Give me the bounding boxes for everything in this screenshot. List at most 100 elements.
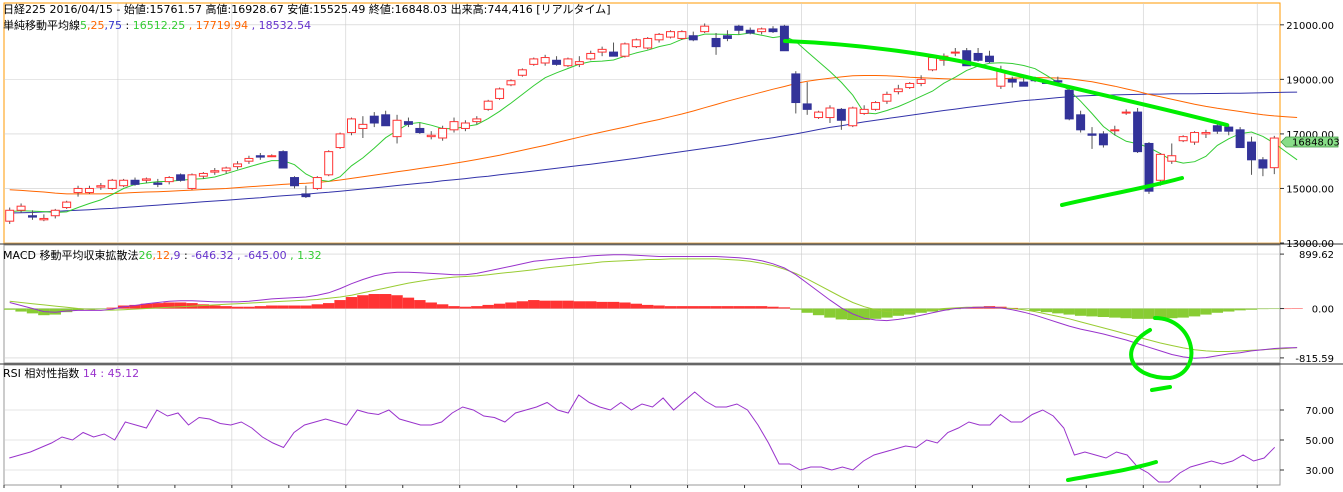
macd-line [9,254,1298,359]
candle-body-down [27,215,37,218]
candle-body-up [882,93,892,102]
macd-histogram-bar [1211,308,1224,313]
candle-body-up [312,177,322,189]
macd-histogram-bar [448,306,460,309]
candle [84,185,94,194]
macd-histogram-bar [49,308,61,315]
macd-histogram-bar [869,308,882,319]
macd-histogram-bar [231,306,244,309]
price-tick-label: 15000.00 [1286,184,1334,195]
candle-body-up [597,48,607,53]
candle-body-up [950,51,960,54]
candle-body-down [381,114,391,127]
candle-body-up [563,58,573,67]
macd-histogram-bar [1029,308,1041,311]
macd-histogram-bar [835,308,848,320]
candle [665,30,675,39]
candle [871,101,881,111]
price-tick-label: 19000.00 [1286,75,1334,86]
candle-body-up [1110,129,1120,132]
macd-histogram-bar [1245,308,1258,310]
candle-body-up [164,177,174,183]
macd-histogram-bar [60,308,73,313]
macd-param-1: ,12 [152,249,170,262]
candle [722,30,732,42]
candle [335,132,345,149]
candle [312,176,322,190]
macd-histogram-bar [619,302,631,309]
candle-body-down [255,155,265,158]
candle [574,56,584,68]
macd-histogram-bar [1143,308,1155,319]
candle [346,117,356,136]
macd-histogram-bar [778,307,791,309]
macd-histogram-bar [1086,308,1098,317]
candle-body-up [916,78,926,84]
candle-body-down [688,35,698,41]
rsi-divergence-annotation [1066,460,1158,482]
candle [1110,125,1120,136]
candle [164,176,174,185]
ma-value-0: 16512.25 [133,19,186,32]
candle [107,178,117,190]
ma-value-1: , 17719.94 [185,19,248,32]
candle-body-down [1007,78,1017,83]
candle-body-down [176,174,186,181]
macd-histogram-bar [755,306,768,309]
candle [893,84,903,95]
rsi-pane [3,364,1281,486]
price-tick-label: 21000.00 [1286,21,1334,32]
candle-body-up [210,170,220,173]
ma5-line [9,32,1298,214]
candle [677,30,687,40]
candle-body-down [301,193,311,198]
candle [973,48,983,62]
ma-value-2: , 18532.54 [248,19,311,32]
rsi-line [9,391,1276,483]
candle [814,110,824,119]
candle-body-up [324,151,334,176]
candle [1007,76,1017,88]
candle [62,200,72,209]
candle [1247,136,1257,175]
candle-body-up [495,88,505,99]
price-header-title: 日経225 2016/04/15 - 始値:15761.57 高値:16928.… [3,2,611,16]
macd-histogram-bar [1268,308,1280,310]
macd-histogram-bar [414,300,426,309]
macd-histogram-bar [471,306,483,309]
macd-histogram-bar [505,302,517,309]
macd-histogram-bar [1040,308,1053,313]
macd-histogram-bar [562,300,574,309]
candle-body-up [540,57,550,64]
macd-histogram-bar [607,301,620,309]
candle [301,185,311,198]
candle-body-up [335,133,345,149]
macd-signal-line [9,258,1298,352]
rsi-legend-value: 45.12 [108,367,140,380]
macd-tick-label: -815.59 [1295,354,1334,365]
macd-histogram-bar [1177,308,1189,318]
candle-body-up [1201,132,1211,135]
macd-histogram-bar [1257,308,1269,310]
candle [1098,131,1108,148]
candle [358,116,368,138]
price-tick-label: 13000.00 [1286,239,1334,250]
candle [426,131,436,140]
candle-body-up [848,107,858,127]
candle-body-up [141,178,151,181]
candle-body-down [779,25,789,52]
macd-histogram-bar [550,300,563,309]
candle-body-up [460,122,470,129]
candle-body-down [1133,111,1143,153]
candle [1121,109,1131,115]
macd-histogram-bar [1223,308,1235,312]
macd-histogram-bar [140,303,153,309]
macd-histogram-bar [1109,308,1121,318]
macd-histogram-bar [300,305,312,309]
macd-histogram-bar [129,304,141,309]
candle-body-up [472,118,482,123]
macd-histogram-bar [15,308,27,312]
candle [711,33,721,55]
candle-body-up [654,33,664,41]
